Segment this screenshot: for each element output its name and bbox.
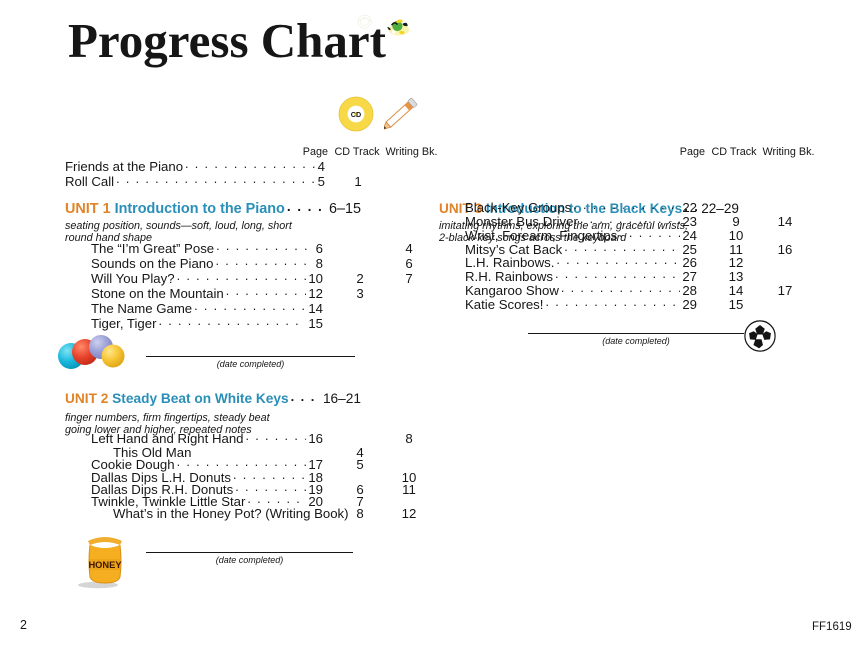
svg-text:CD: CD	[351, 110, 361, 119]
svg-text:HONEY: HONEY	[88, 560, 122, 570]
